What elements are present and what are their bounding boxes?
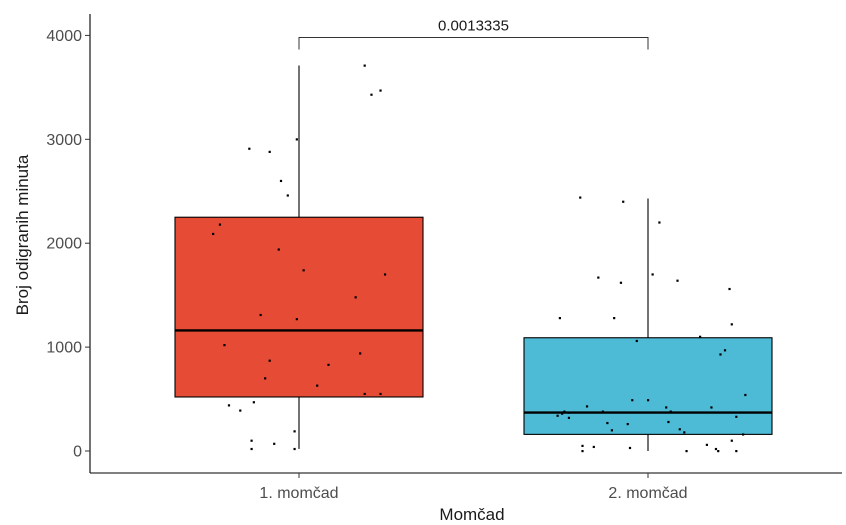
data-point [268, 150, 271, 153]
data-point [379, 392, 382, 396]
data-point [252, 401, 255, 404]
data-point [723, 349, 727, 352]
data-point [363, 64, 366, 67]
data-point [563, 410, 566, 413]
data-point [730, 323, 733, 326]
data-point [316, 384, 319, 387]
data-point [327, 363, 330, 366]
data-point [286, 194, 289, 197]
data-point [717, 450, 720, 453]
data-point [669, 410, 672, 413]
data-point [250, 439, 253, 442]
data-point [259, 313, 262, 317]
x-tick-label: 2. momčad [608, 485, 687, 502]
x-tick-label: 1. momčad [259, 485, 338, 502]
data-point [227, 404, 231, 407]
data-point [651, 273, 654, 276]
data-point [579, 196, 582, 199]
data-point [601, 410, 604, 413]
data-point [719, 353, 722, 356]
data-point [626, 422, 629, 426]
data-point [610, 429, 614, 432]
data-point [678, 428, 681, 431]
box [523, 337, 773, 435]
data-point [556, 414, 559, 417]
data-point [622, 200, 625, 203]
y-tick-label: 4000 [46, 28, 82, 45]
y-tick-label: 0 [73, 444, 82, 461]
data-point [735, 415, 738, 418]
data-point [635, 339, 638, 343]
data-point [628, 446, 632, 450]
data-point [705, 443, 709, 446]
data-point [354, 296, 357, 299]
data-point [250, 447, 253, 451]
data-point [268, 359, 271, 362]
x-axis-title: Momčad [439, 505, 504, 524]
data-point [647, 399, 650, 402]
data-point [561, 412, 564, 415]
x-axis: 1. momčad 2. momčad [90, 472, 842, 502]
data-point [735, 450, 738, 453]
data-point [218, 223, 222, 226]
data-point [223, 344, 226, 347]
data-point [295, 138, 298, 141]
data-point [667, 420, 670, 424]
data-point [363, 392, 366, 396]
data-point [658, 221, 661, 224]
data-point [302, 269, 305, 272]
data-point [613, 317, 616, 320]
data-point [676, 279, 679, 282]
data-point [585, 405, 589, 408]
y-tick-label: 1000 [46, 340, 82, 357]
data-point [581, 450, 584, 453]
box-group [523, 198, 773, 451]
data-point [710, 406, 713, 409]
data-point [683, 431, 686, 434]
plot-area: 0.0013335 [174, 17, 773, 453]
data-point [606, 421, 609, 425]
y-axis: 0 1000 2000 3000 4000 [46, 14, 91, 473]
box-group [174, 65, 424, 449]
data-point [212, 232, 215, 236]
significance-bracket [298, 36, 649, 50]
data-point [277, 248, 280, 251]
data-point [293, 430, 296, 433]
data-point [730, 439, 733, 442]
y-axis-title: Broj odigranih minuta [13, 154, 32, 315]
data-point [273, 442, 276, 445]
data-point [744, 393, 747, 397]
data-point [359, 352, 362, 355]
data-point [567, 411, 571, 414]
data-point [264, 377, 267, 380]
data-point [631, 399, 634, 402]
data-point [581, 444, 584, 448]
data-point [699, 335, 702, 338]
box [174, 216, 424, 398]
data-point [248, 147, 251, 150]
data-point [239, 409, 242, 412]
data-point [558, 317, 561, 320]
data-point [279, 179, 283, 183]
data-point [665, 406, 668, 409]
data-point [379, 89, 382, 92]
data-point [597, 276, 600, 279]
data-point [728, 287, 731, 291]
data-point [383, 273, 387, 276]
data-point [295, 318, 298, 321]
y-tick-label: 3000 [46, 132, 82, 149]
data-point [619, 281, 623, 284]
data-point [714, 447, 718, 451]
data-point [742, 433, 745, 436]
p-value-label: 0.0013335 [438, 17, 509, 34]
data-point [293, 447, 296, 451]
data-point [567, 416, 571, 419]
data-point [370, 93, 373, 96]
data-point [685, 450, 688, 453]
y-tick-label: 2000 [46, 236, 82, 253]
data-point [592, 445, 595, 449]
